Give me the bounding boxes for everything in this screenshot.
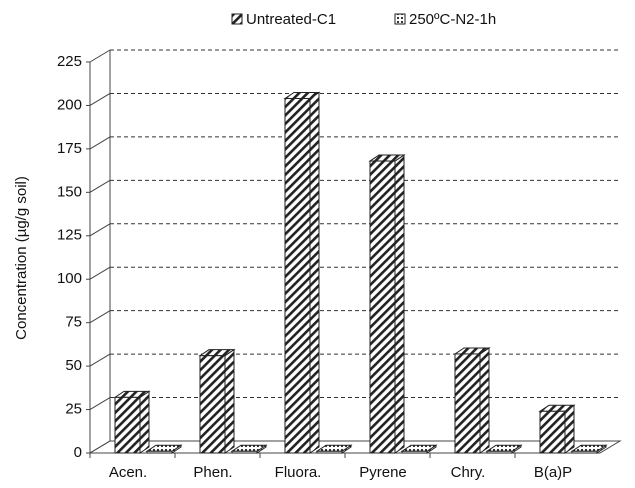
x-tick-label: Acen. [109, 464, 147, 481]
y-tick-label: 25 [65, 401, 82, 418]
bar [453, 347, 491, 454]
bar-side [139, 390, 150, 454]
x-tick-label: Fluora. [275, 464, 322, 481]
legend-swatch [394, 13, 406, 25]
bar [485, 444, 523, 454]
depth-tick [89, 93, 111, 106]
depth-tick [89, 223, 111, 237]
depth-tick [89, 179, 111, 193]
bar-front [199, 355, 226, 454]
y-tick-label: 100 [57, 270, 82, 287]
y-tick-label: 150 [57, 183, 82, 200]
bar-front [369, 160, 396, 454]
bar [283, 91, 321, 454]
depth-tick [89, 49, 111, 63]
bar-side [394, 154, 405, 454]
bar [230, 444, 268, 454]
x-tick-label: Pyrene [359, 464, 407, 481]
bar [570, 444, 608, 454]
y-axis-label: Concentration (µg/g soil) [13, 176, 30, 340]
y-tick-label: 200 [57, 96, 82, 113]
bar-side [224, 348, 235, 454]
x-tick-label: Chry. [451, 464, 486, 481]
y-tick-label: 175 [57, 140, 82, 157]
depth-tick [89, 136, 111, 150]
y-tick-label: 125 [57, 227, 82, 244]
bar [315, 444, 353, 454]
bar [400, 444, 438, 454]
y-tick-label: 0 [74, 444, 82, 461]
bar-side [309, 91, 320, 454]
x-tick-label: B(a)P [534, 464, 572, 481]
y-tick-label: 225 [57, 53, 82, 70]
bar [198, 348, 236, 454]
bar-front [401, 450, 428, 454]
depth-tick [89, 440, 111, 454]
bar-front [316, 450, 343, 454]
bar-front [284, 97, 311, 454]
bar [368, 154, 406, 454]
bar-front [539, 410, 566, 454]
bar-front [486, 450, 513, 454]
legend-label: Untreated-C1 [246, 11, 336, 28]
bar-side [564, 404, 575, 454]
legend-label: 250ºC-N2-1h [409, 11, 496, 28]
y-tick-label: 75 [65, 314, 82, 331]
bar-front [114, 396, 141, 454]
y-tick-label: 50 [65, 357, 82, 374]
legend-swatch [231, 13, 243, 25]
bar [538, 404, 576, 454]
bar-side [479, 347, 490, 454]
x-tick-label: Phen. [193, 464, 232, 481]
bar-front [454, 353, 481, 454]
depth-tick [89, 397, 111, 410]
bar [145, 444, 183, 454]
bar [113, 390, 151, 454]
bar-front [231, 450, 258, 454]
depth-tick [89, 353, 111, 367]
depth-tick [89, 266, 111, 280]
depth-tick [89, 310, 111, 324]
bar-front [146, 450, 173, 454]
bar-front [571, 450, 598, 454]
